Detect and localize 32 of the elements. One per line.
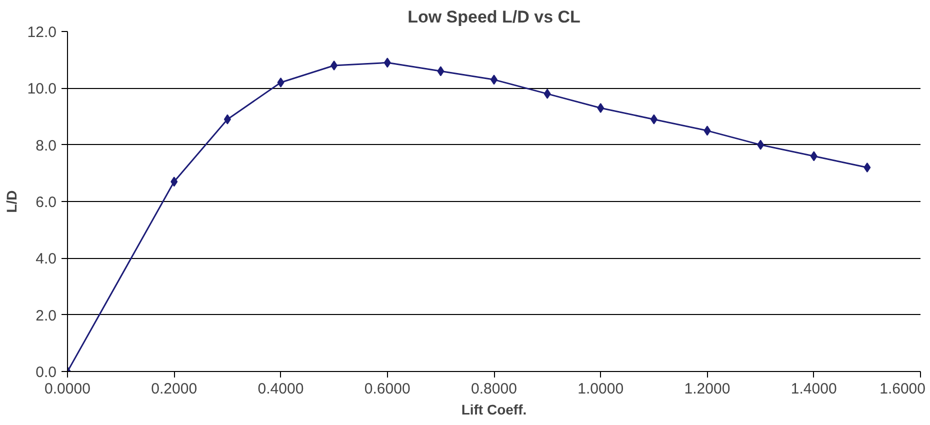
point <box>810 151 818 162</box>
chart-title: Low Speed L/D vs CL <box>408 8 580 26</box>
point <box>224 114 231 124</box>
point <box>757 140 764 150</box>
x-tick-label: 1.2000 <box>684 380 730 398</box>
x-tick-label: 0.6000 <box>364 380 410 398</box>
point <box>384 58 391 68</box>
y-tick-label: 10.0 <box>27 80 57 98</box>
point <box>704 126 711 136</box>
x-tick-label: 1.4000 <box>790 380 837 398</box>
point <box>544 88 551 99</box>
point <box>437 66 444 76</box>
x-tick-label: 0.0000 <box>44 380 90 398</box>
x-tick-label: 0.8000 <box>471 380 517 398</box>
y-tick-label: 2.0 <box>36 307 57 324</box>
point <box>597 103 604 113</box>
x-tick-label: 1.0000 <box>578 380 624 398</box>
point <box>170 176 178 187</box>
y-tick-label: 6.0 <box>36 194 57 211</box>
x-tick-label: 0.2000 <box>151 380 198 398</box>
point <box>864 162 871 172</box>
x-tick-label: 1.6000 <box>880 380 926 398</box>
x-axis-title: Lift Coeff. <box>461 402 527 418</box>
x-tick-label: 0.4000 <box>258 380 304 398</box>
point <box>277 78 284 88</box>
y-tick-label: 0.0 <box>36 364 57 381</box>
y-tick-label: 4.0 <box>36 250 57 268</box>
point <box>330 60 338 70</box>
y-tick-label: 12.0 <box>27 24 57 41</box>
y-axis-title: L/D <box>3 190 20 213</box>
point <box>650 114 658 124</box>
y-tick-label: 8.0 <box>36 137 57 154</box>
